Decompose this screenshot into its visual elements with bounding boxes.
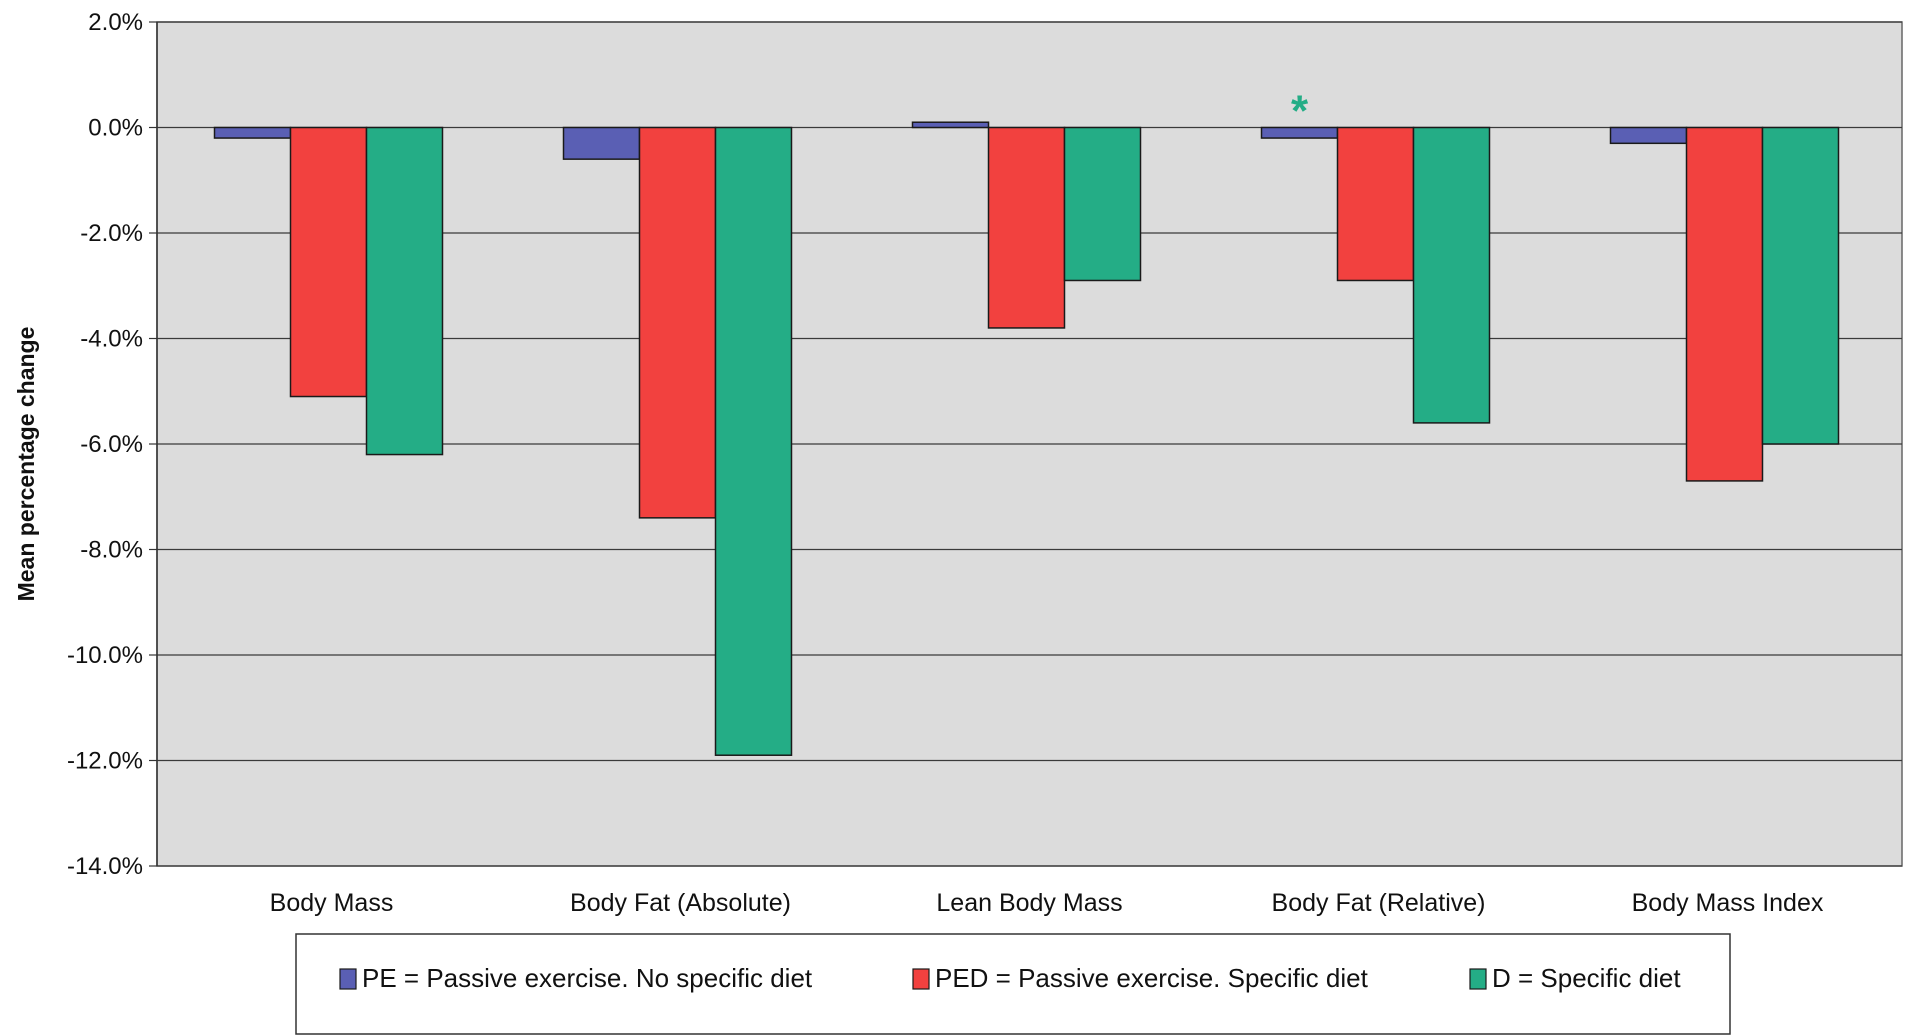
- bar-d: [1412, 126, 1491, 424]
- y-tick-label: -4.0%: [80, 326, 143, 353]
- x-category-label: Body Fat (Absolute): [570, 889, 791, 917]
- bar-d: [365, 126, 444, 456]
- bar-ped: [1685, 126, 1764, 482]
- bar-d: [1761, 126, 1840, 445]
- legend-box: [295, 933, 1731, 1035]
- x-category-label: Lean Body Mass: [936, 889, 1122, 917]
- bar-pe: [1609, 126, 1688, 145]
- y-tick-label: -12.0%: [67, 748, 143, 775]
- bar-ped: [638, 126, 717, 519]
- bars: [213, 121, 1840, 756]
- annotations: *: [1291, 87, 1309, 136]
- legend-swatch: [912, 968, 930, 990]
- y-tick-label: -10.0%: [67, 642, 143, 669]
- y-tick-label: 2.0%: [88, 9, 143, 36]
- y-tick-label: -8.0%: [80, 537, 143, 564]
- y-tick-label: -14.0%: [67, 853, 143, 880]
- bar-pe: [213, 126, 292, 139]
- y-axis-label: Mean percentage change: [13, 327, 39, 602]
- x-category-label: Body Fat (Relative): [1272, 889, 1486, 917]
- y-tick-label: -2.0%: [80, 220, 143, 247]
- y-tick-label: -6.0%: [80, 431, 143, 458]
- legend-label: PE = Passive exercise. No specific diet: [362, 963, 813, 993]
- x-category-label: Body Mass Index: [1632, 889, 1824, 917]
- legend-swatch: [1469, 968, 1487, 990]
- significance-marker: *: [1291, 87, 1309, 136]
- x-category-label: Body Mass: [270, 889, 394, 917]
- bar-ped: [1336, 126, 1415, 282]
- gridlines: [157, 21, 1902, 867]
- bar-ped: [289, 126, 368, 398]
- legend-label: PED = Passive exercise. Specific diet: [935, 963, 1369, 993]
- bar-ped: [987, 126, 1066, 329]
- bar-pe: [911, 121, 990, 129]
- bar-d: [1063, 126, 1142, 282]
- y-tick-label: 0.0%: [88, 115, 143, 142]
- legend-swatch: [339, 968, 357, 990]
- legend-label: D = Specific diet: [1492, 963, 1681, 993]
- bar-d: [714, 126, 793, 756]
- axes: 2.0% 0.0% -2.0% -4.0% -6.0% -8.0% -10.0% -12.0%…: [67, 9, 1824, 917]
- bar-pe: [562, 126, 641, 160]
- legend: PE = Passive exercise. No specific diet P…: [295, 933, 1731, 1035]
